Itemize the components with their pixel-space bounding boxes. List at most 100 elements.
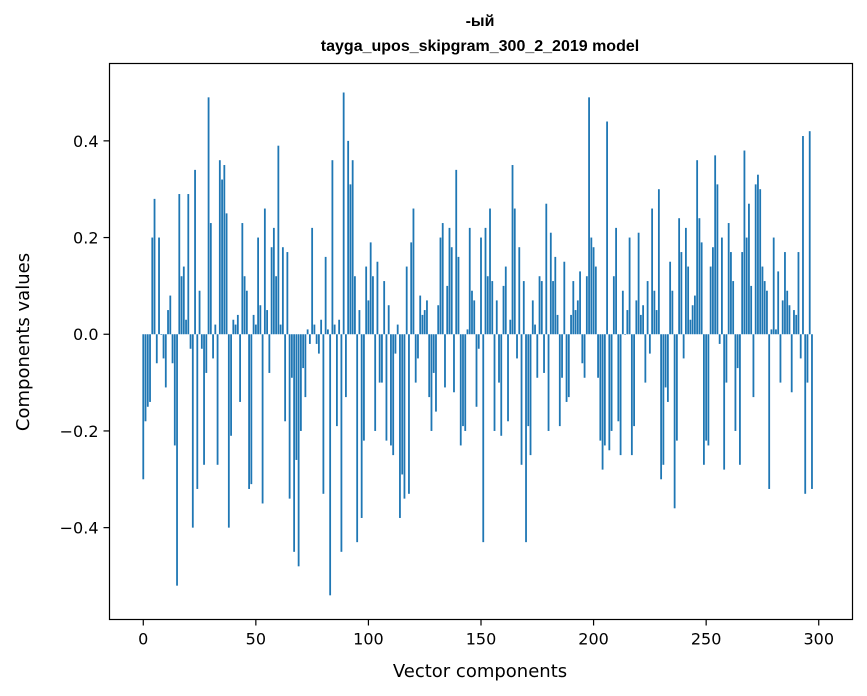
bar-component-205 (603, 334, 606, 446)
bar-component-175 (536, 334, 539, 378)
bar-component-296 (808, 131, 811, 335)
x-tick-label: 0 (138, 630, 148, 649)
bar-component-162 (507, 334, 509, 422)
bar-component-169 (522, 281, 525, 335)
bar-component-184 (556, 314, 559, 335)
bar-component-147 (473, 300, 476, 335)
bar-component-190 (570, 314, 572, 335)
bar-component-284 (781, 300, 784, 335)
bar-component-225 (648, 334, 651, 354)
bar-component-180 (547, 334, 550, 431)
bar-component-36 (223, 165, 226, 335)
bar-component-152 (484, 227, 487, 335)
plot-frame (108, 62, 854, 621)
bar-component-243 (689, 319, 692, 335)
bar-component-188 (565, 334, 568, 402)
bar-component-110 (390, 334, 392, 446)
bar-component-118 (408, 334, 410, 494)
bar-component-182 (552, 281, 554, 335)
bar-component-287 (788, 305, 791, 335)
bar-component-199 (590, 237, 593, 335)
bar-component-116 (403, 334, 406, 499)
bar-component-73 (306, 329, 309, 335)
bar-component-86 (336, 334, 338, 427)
bar-component-109 (387, 305, 390, 335)
bar-component-233 (666, 334, 669, 402)
bar-component-160 (502, 285, 505, 335)
bar-component-3 (149, 334, 151, 402)
bar-component-253 (712, 247, 714, 335)
bar-component-43 (239, 334, 241, 402)
bar-component-247 (698, 218, 701, 335)
bar-component-292 (799, 334, 802, 359)
bar-component-165 (513, 208, 516, 335)
y-tick-label: 0.0 (73, 325, 98, 344)
bar-component-265 (739, 334, 741, 465)
chart-title-line-2: tayga_upos_skipgram_300_2_2019 model (321, 38, 639, 55)
bar-component-115 (401, 334, 404, 475)
bar-component-281 (775, 329, 777, 335)
bar-component-55 (266, 310, 269, 335)
bar-component-10 (164, 334, 167, 388)
bar-component-2 (146, 334, 149, 407)
bar-component-93 (351, 160, 354, 335)
x-axis-ticks: 0 50 100 150 200 250 300 (138, 619, 834, 649)
bar-component-77 (315, 334, 318, 344)
bar-component-202 (597, 334, 599, 378)
bar-component-74 (308, 334, 311, 344)
bar-component-72 (304, 334, 307, 398)
bar-component-258 (723, 334, 726, 470)
chart-title-line-1: -ый (466, 13, 495, 30)
bar-component-57 (270, 247, 273, 335)
bar-component-102 (372, 276, 374, 335)
bar-component-261 (730, 252, 732, 335)
bar-component-283 (779, 334, 782, 383)
bar-component-163 (509, 319, 512, 335)
bar-component-30 (209, 223, 212, 335)
bar-component-178 (543, 334, 545, 373)
bar-component-37 (225, 213, 228, 335)
bar-component-282 (777, 271, 780, 335)
bar-component-65 (288, 334, 291, 499)
bar-component-192 (574, 310, 577, 335)
bar-component-183 (554, 256, 557, 335)
x-tick-label: 200 (578, 630, 609, 649)
bar-component-266 (741, 252, 744, 335)
bar-component-64 (286, 252, 289, 335)
bar-component-75 (311, 227, 314, 335)
bar-component-193 (576, 300, 579, 335)
bar-component-88 (340, 334, 343, 552)
bar-component-121 (414, 334, 417, 383)
bar-component-68 (295, 334, 298, 460)
bar-component-239 (680, 252, 683, 335)
bar-component-250 (705, 334, 708, 441)
bar-component-34 (218, 160, 221, 335)
bar-component-203 (599, 334, 602, 441)
bar-component-16 (178, 194, 181, 335)
bar-component-101 (369, 242, 372, 335)
bar-component-288 (790, 334, 793, 393)
bar-component-212 (619, 334, 622, 456)
bar-component-143 (464, 334, 467, 431)
bar-component-28 (205, 334, 208, 373)
bar-component-20 (187, 194, 190, 335)
bar-component-226 (651, 208, 654, 335)
bar-component-85 (333, 324, 336, 335)
bar-component-207 (608, 334, 611, 451)
bar-component-19 (185, 319, 187, 335)
bar-component-38 (227, 334, 230, 528)
bar-component-124 (421, 314, 424, 335)
bar-component-221 (639, 314, 642, 335)
bar-component-108 (385, 334, 388, 441)
bar-component-104 (376, 261, 379, 335)
bar-component-257 (721, 237, 723, 335)
x-tick-label: 50 (246, 630, 266, 649)
bar-component-6 (155, 334, 158, 364)
bar-component-140 (457, 256, 460, 335)
bar-component-272 (754, 184, 757, 335)
bar-component-214 (624, 334, 626, 335)
bar-component-69 (297, 334, 300, 567)
bar-component-275 (761, 266, 764, 335)
bar-component-167 (518, 247, 521, 335)
